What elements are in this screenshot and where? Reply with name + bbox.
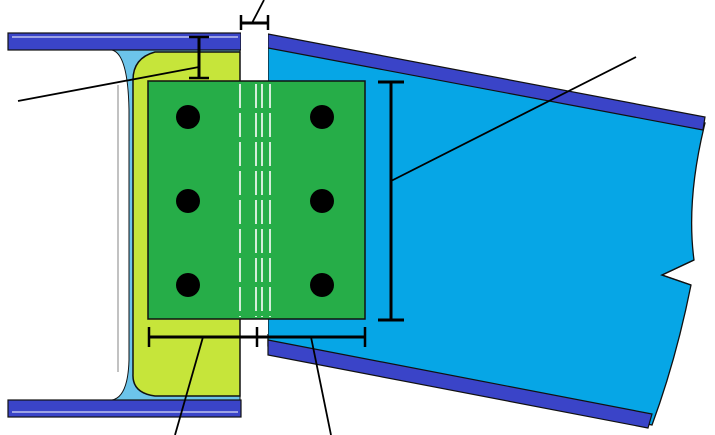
column-bottom-flange xyxy=(7,399,242,418)
bolt-hole xyxy=(176,105,200,129)
bolt-hole xyxy=(310,273,334,297)
plate-width-dimension xyxy=(147,327,367,435)
beam xyxy=(267,33,706,429)
beam-bottom-flange xyxy=(267,339,653,429)
plate-depth-dimension xyxy=(378,56,637,322)
bolt-hole xyxy=(176,273,200,297)
column-top-flange xyxy=(7,32,242,51)
bolt-hole xyxy=(310,189,334,213)
flange-clearance-dimension xyxy=(17,35,209,102)
plate-width-leader-left xyxy=(174,336,204,435)
clearance-leader xyxy=(17,66,200,102)
gap-leader xyxy=(251,0,265,24)
beam-cut-break xyxy=(660,259,695,286)
bolt-hole xyxy=(310,105,334,129)
bolt-group xyxy=(176,105,334,297)
plate-width-leader-right xyxy=(310,336,332,435)
plate-depth-leader xyxy=(390,56,637,182)
dimension-lines xyxy=(17,0,637,435)
bolt-hole xyxy=(176,189,200,213)
gap-dimension xyxy=(239,0,270,30)
